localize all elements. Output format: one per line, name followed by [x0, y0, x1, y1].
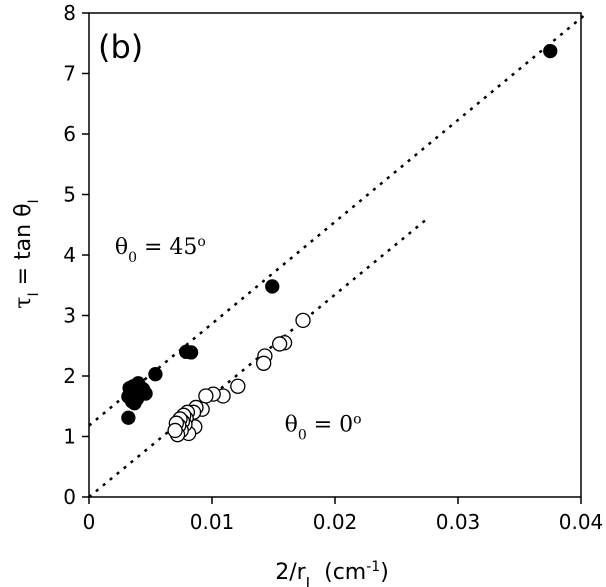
- panel-label: (b): [98, 28, 143, 66]
- reference-line-fit-0: [88, 217, 429, 498]
- x-axis-title: 2/rI (cm-1): [275, 559, 389, 587]
- annotation-part: o: [197, 234, 205, 250]
- y-tick-label: 8: [63, 1, 76, 25]
- annotation-part: = 45: [137, 235, 197, 260]
- y-tick-label: 7: [63, 62, 76, 86]
- annotation-part: θ: [285, 413, 298, 438]
- data-point-filled: [148, 367, 163, 382]
- y-tick-label: 0: [63, 485, 76, 509]
- y-tick-label: 6: [63, 122, 76, 146]
- annotation-theta-45: θ0 = 45o: [115, 234, 206, 266]
- annotation-part: 0: [298, 428, 307, 444]
- data-point-open: [167, 422, 183, 439]
- data-points: [121, 43, 558, 443]
- y-axis-title: τI = tan θI: [11, 199, 42, 308]
- data-point-filled: [121, 410, 136, 425]
- data-point-filled: [543, 43, 558, 59]
- annotation-theta-0: θ0 = 0o: [285, 412, 362, 444]
- annotation-part: = 0: [307, 413, 353, 438]
- y-tick-label: 5: [63, 183, 76, 207]
- annotation-part: o: [353, 412, 361, 428]
- reference-line-fit-45: [88, 12, 588, 427]
- y-tick-label: 2: [63, 364, 76, 388]
- x-tick-label: 0.01: [190, 510, 235, 534]
- data-point-filled: [179, 344, 194, 359]
- y-tick-label: 4: [63, 243, 76, 267]
- annotation-part: θ: [115, 235, 128, 260]
- data-point-open: [198, 388, 214, 404]
- data-point-open: [256, 355, 272, 371]
- data-point-filled: [121, 389, 136, 404]
- data-point-open: [230, 378, 246, 394]
- x-axis: 0 0.01 0.02 0.03 0.04: [83, 497, 604, 534]
- y-tick-label: 3: [63, 304, 76, 328]
- y-tick-label: 1: [63, 425, 76, 449]
- data-point-open: [295, 312, 311, 328]
- x-tick-label: 0: [83, 510, 96, 534]
- reference-lines: [88, 12, 588, 498]
- y-axis: 0 1 2 3 4 5 6 7 8: [63, 1, 89, 509]
- annotation-part: 0: [128, 250, 137, 266]
- data-point-filled: [265, 279, 280, 294]
- x-tick-label: 0.02: [313, 510, 358, 534]
- data-point-open: [271, 336, 288, 352]
- x-tick-label: 0.04: [559, 510, 604, 534]
- x-tick-label: 0.03: [436, 510, 481, 534]
